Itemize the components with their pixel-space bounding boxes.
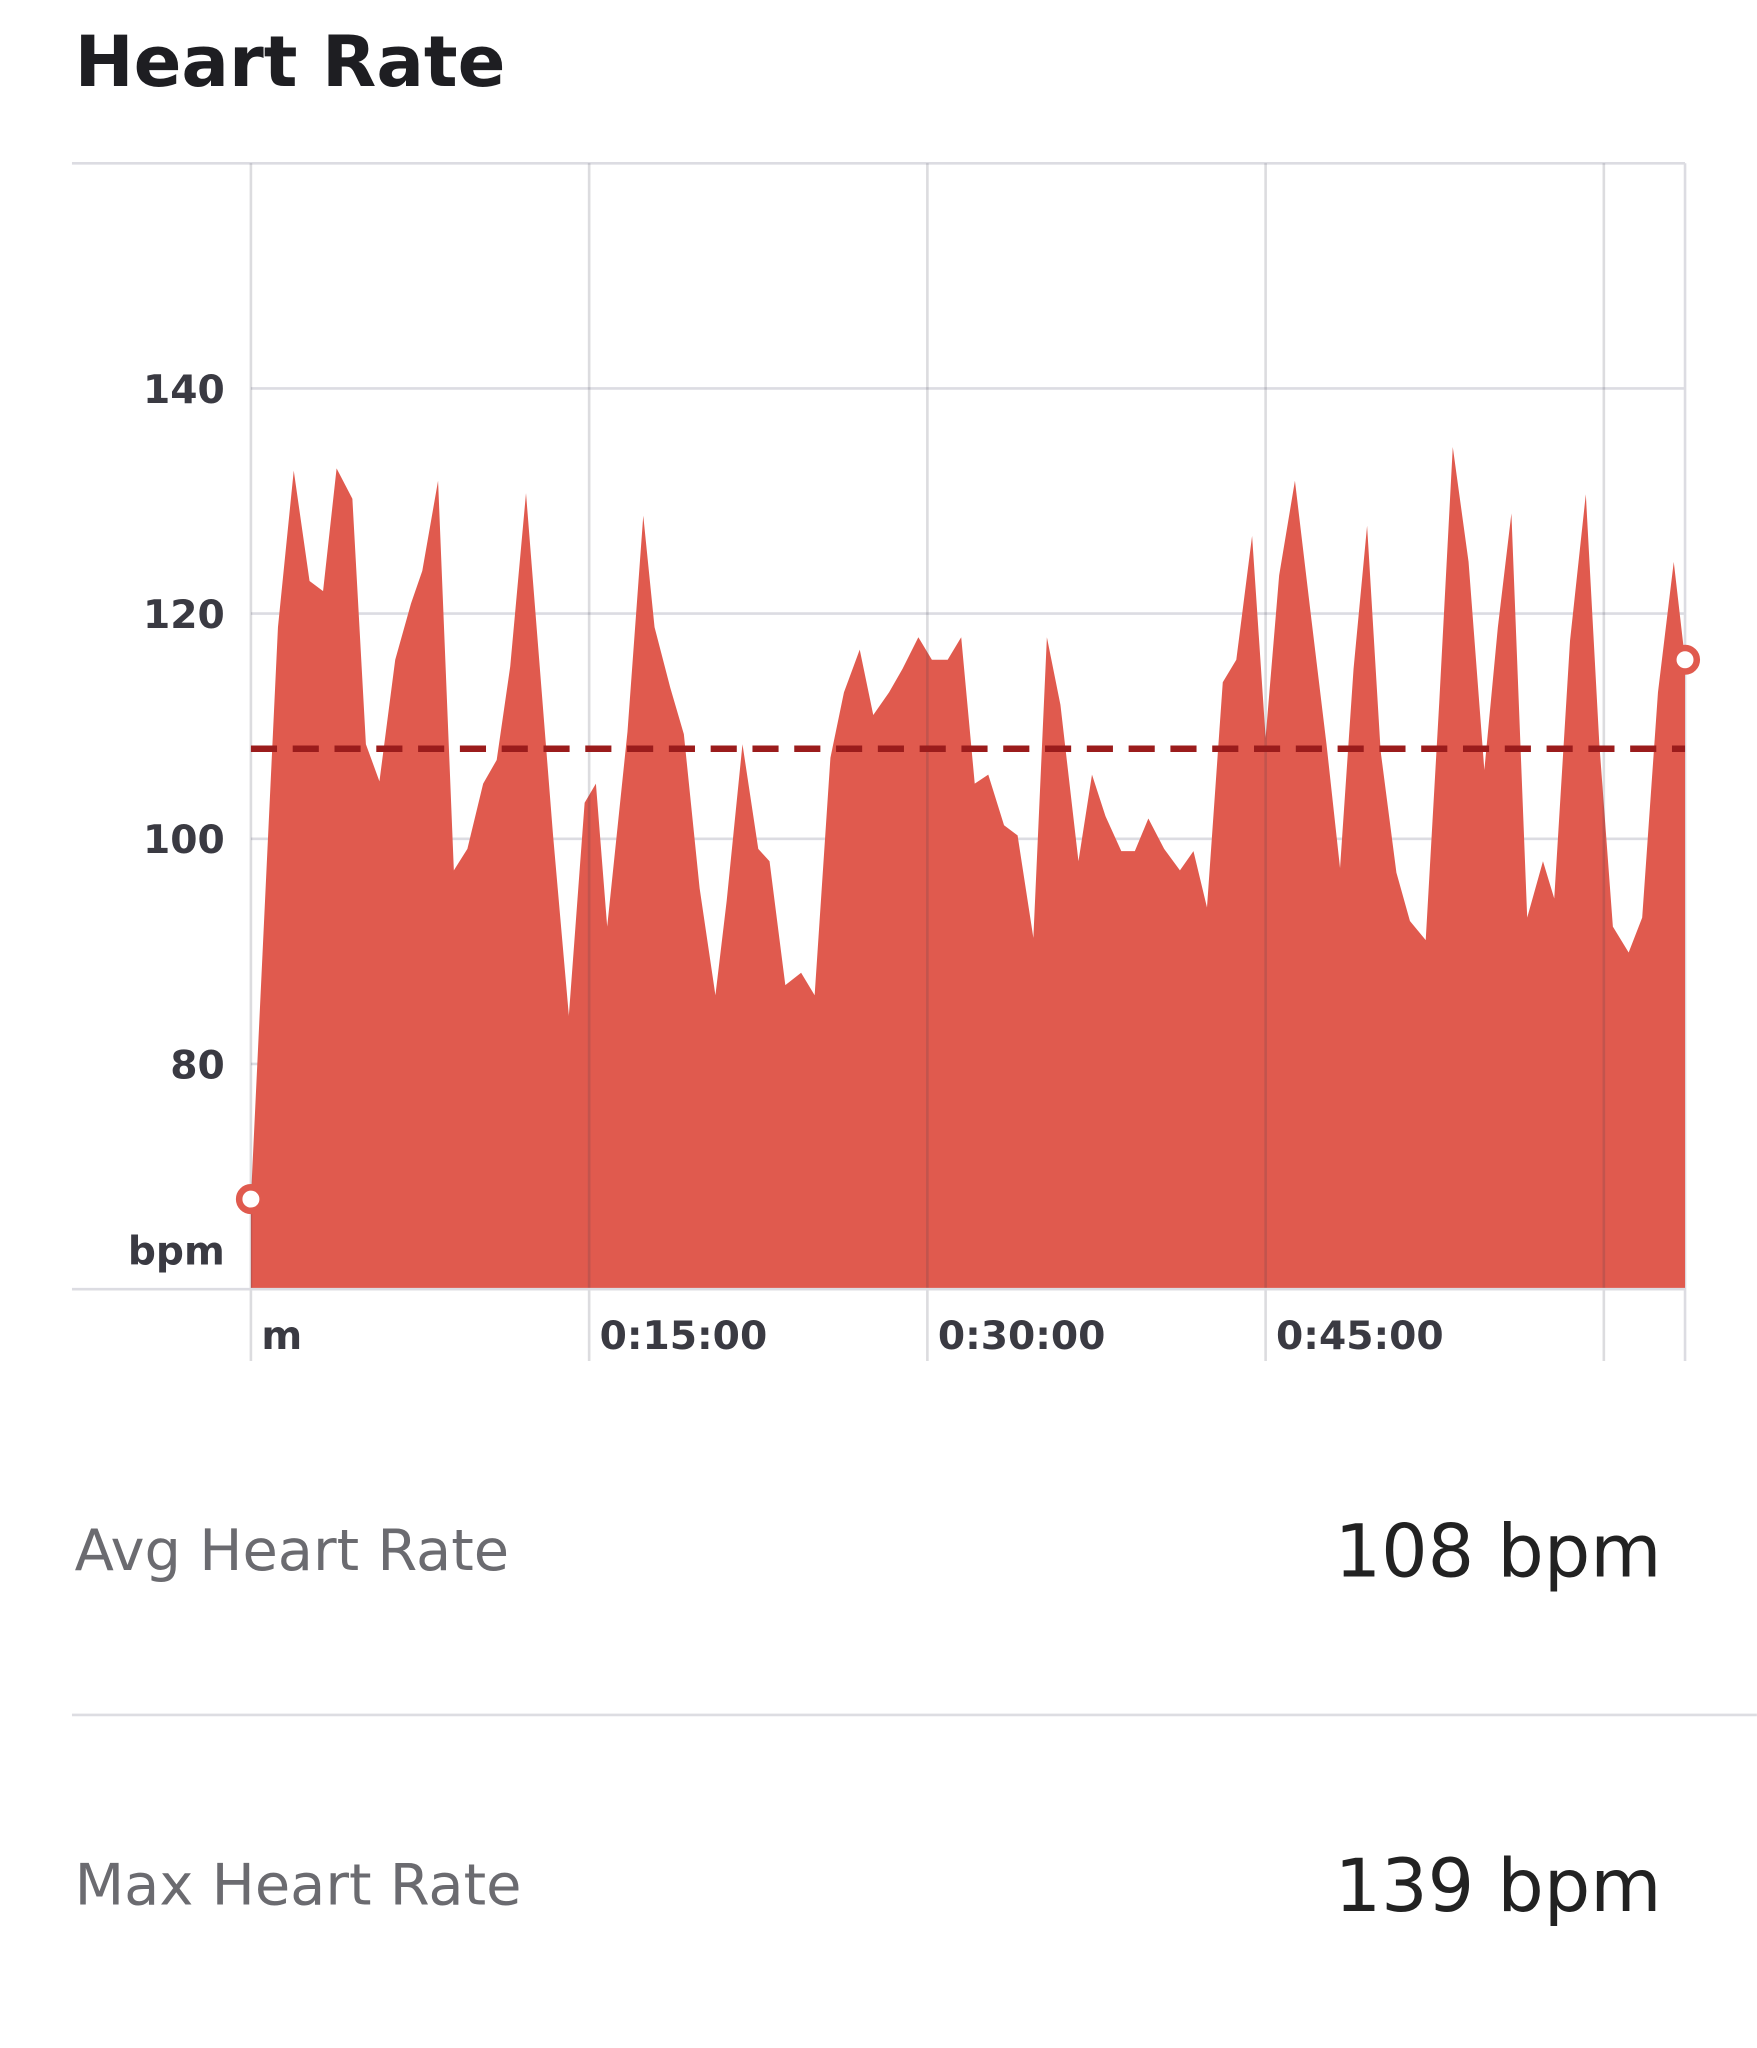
x-tick-label: m [261,1314,302,1359]
end-marker [1670,644,1701,675]
stat-label: Avg Heart Rate [75,1517,510,1584]
y-tick-label: 100 [143,818,225,863]
x-tick-label: 0:30:00 [938,1314,1106,1359]
x-tick-label: 0:15:00 [600,1314,768,1359]
stat-value: 108 bpm [1335,1509,1662,1594]
stat-value: 139 bpm [1335,1844,1662,1929]
card-title: Heart Rate [75,21,506,103]
heart-rate-area [250,446,1686,1290]
end-marker [235,1184,266,1215]
y-tick-label: 120 [143,593,225,638]
stat-label: Max Heart Rate [75,1851,522,1918]
y-axis-label: bpm [128,1229,225,1274]
y-tick-label: 80 [170,1043,225,1088]
y-tick-label: 140 [143,368,225,413]
x-tick-label: 0:45:00 [1276,1314,1444,1359]
